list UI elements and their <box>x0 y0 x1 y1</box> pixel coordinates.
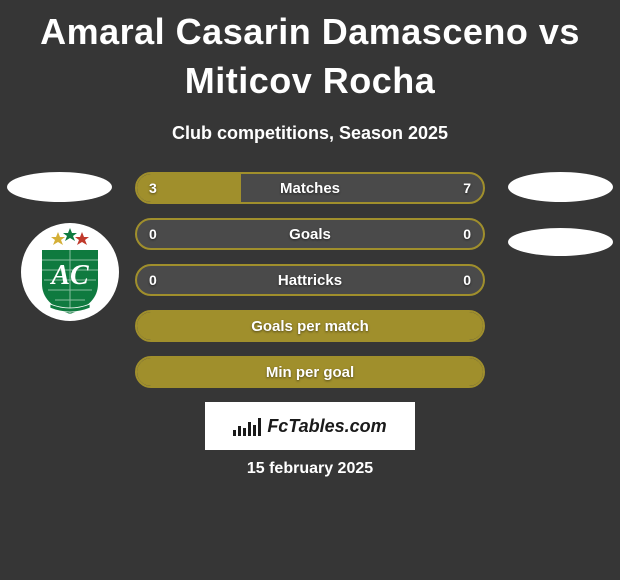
stat-label: Hattricks <box>278 272 342 289</box>
club-logo-left: AC <box>20 222 120 322</box>
stat-label: Min per goal <box>266 364 354 381</box>
comparison-subtitle: Club competitions, Season 2025 <box>0 123 620 144</box>
stat-bar-goals: 0 Goals 0 <box>135 218 485 250</box>
stat-value-left: 0 <box>149 226 157 242</box>
fctables-brand: FcTables.com <box>205 402 415 450</box>
stat-label: Matches <box>280 180 340 197</box>
stat-value-left: 0 <box>149 272 157 288</box>
fctables-label: FcTables.com <box>267 416 386 437</box>
stat-bars: 3 Matches 7 0 Goals 0 0 Hattricks 0 Goals per mat… <box>135 172 485 402</box>
comparison-date: 15 february 2025 <box>0 460 620 478</box>
stat-bar-hattricks: 0 Hattricks 0 <box>135 264 485 296</box>
stat-bar-matches: 3 Matches 7 <box>135 172 485 204</box>
stat-bar-min-per-goal: Min per goal <box>135 356 485 388</box>
comparison-title: Amaral Casarin Damasceno vs Miticov Roch… <box>0 0 620 105</box>
stat-value-left: 3 <box>149 180 157 196</box>
stat-value-right: 7 <box>463 180 471 196</box>
player-left-placeholder <box>7 172 112 202</box>
stat-label: Goals per match <box>251 318 369 335</box>
svg-text:AC: AC <box>49 260 89 291</box>
stat-bar-goals-per-match: Goals per match <box>135 310 485 342</box>
stat-label: Goals <box>289 226 331 243</box>
player-right-placeholder-1 <box>508 172 613 202</box>
stat-value-right: 0 <box>463 226 471 242</box>
bar-chart-icon <box>233 416 261 436</box>
stat-value-right: 0 <box>463 272 471 288</box>
player-right-placeholder-2 <box>508 228 613 256</box>
